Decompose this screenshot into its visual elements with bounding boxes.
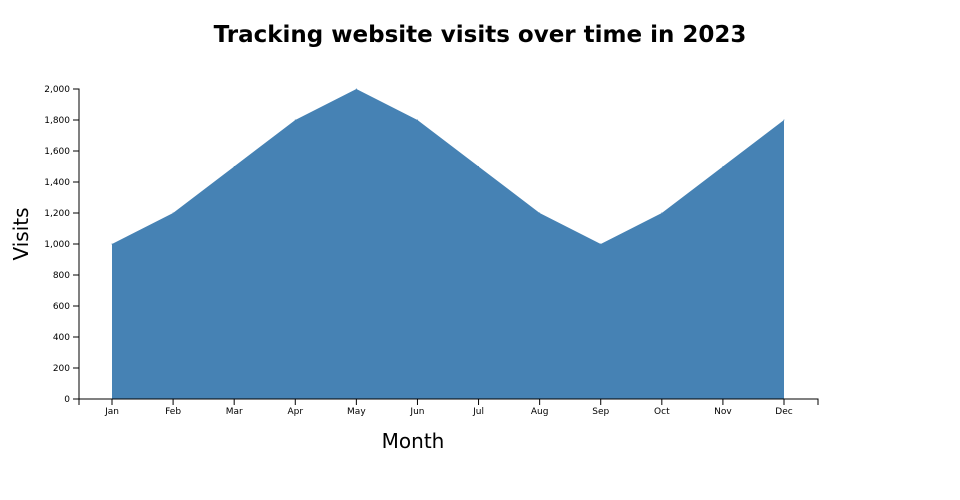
y-tick-label-1600: 1,600 (44, 147, 70, 157)
y-tick-label-600: 600 (53, 302, 70, 312)
x-tick-label-may: May (347, 407, 366, 417)
y-axis-label: Visits (9, 207, 33, 260)
data-point-oct (661, 212, 663, 214)
data-point-jul (478, 166, 480, 167)
area-series-0 (112, 89, 784, 399)
x-tick-label-jan: Jan (104, 407, 119, 417)
x-tick-label-jul: Jul (472, 407, 484, 417)
x-tick-label-jun: Jun (409, 407, 424, 417)
y-tick-label-1200: 1,200 (44, 209, 70, 219)
data-point-nov (722, 166, 724, 167)
x-tick-label-dec: Dec (775, 407, 792, 417)
y-tick-label-200: 200 (53, 364, 70, 374)
data-point-sep (600, 243, 602, 245)
chart-title: Tracking website visits over time in 202… (213, 22, 747, 48)
x-tick-label-nov: Nov (714, 407, 732, 417)
data-point-aug (539, 212, 541, 214)
y-axis: 0 200 400 600 800 1,000 1,200 1,400 1,600 1,800 2,… (44, 85, 80, 405)
data-point-apr (294, 119, 296, 121)
y-tick-label-1800: 1,800 (44, 116, 70, 126)
y-tick-label-800: 800 (53, 271, 70, 281)
data-point-jan (111, 243, 113, 245)
x-tick-label-apr: Apr (287, 407, 303, 417)
x-tick-label-sep: Sep (592, 407, 609, 417)
y-tick-label-1400: 1,400 (44, 178, 70, 188)
y-tick-label-0: 0 (64, 395, 70, 405)
area-layer (111, 88, 785, 399)
data-point-dec (783, 119, 785, 121)
data-point-mar (233, 166, 235, 167)
x-tick-label-mar: Mar (226, 407, 243, 417)
data-point-feb (172, 212, 174, 214)
data-point-jun (416, 119, 418, 121)
y-tick-label-2000: 2,000 (44, 85, 70, 95)
x-axis-label: Month (382, 429, 445, 453)
y-tick-label-1000: 1,000 (44, 240, 70, 250)
x-tick-label-oct: Oct (654, 407, 670, 417)
x-tick-label-feb: Feb (165, 407, 181, 417)
x-axis: Jan Feb Mar Apr May Jun Jul Aug Sep Oct Nov Dec (78, 398, 819, 417)
x-axis-line (78, 398, 819, 405)
data-point-may (355, 88, 357, 90)
y-tick-label-400: 400 (53, 333, 70, 343)
x-tick-label-aug: Aug (531, 407, 549, 417)
